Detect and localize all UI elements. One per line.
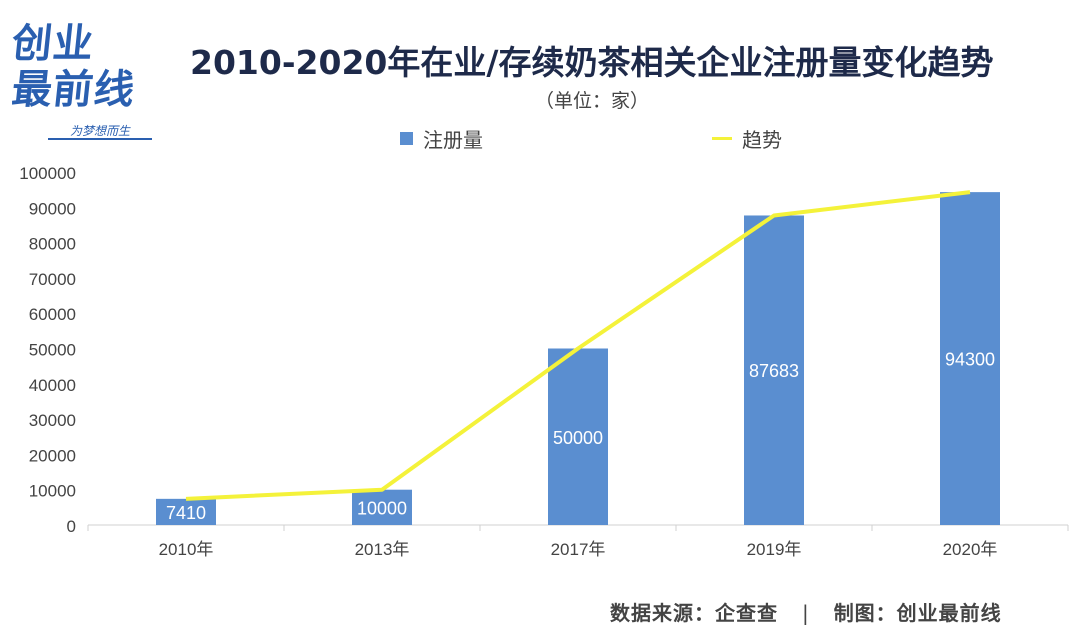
legend-swatch-line	[712, 137, 732, 140]
x-tick-label: 2020年	[943, 540, 998, 559]
bar	[744, 215, 804, 525]
bar	[156, 498, 216, 525]
legend-swatch-bar	[400, 132, 413, 145]
legend-label-registrations: 注册量	[423, 128, 483, 152]
y-tick-label: 40000	[29, 376, 76, 395]
data-label: 50000	[553, 428, 603, 448]
y-tick-label: 0	[67, 517, 76, 536]
chart-subtitle: （单位：家）	[535, 90, 650, 112]
y-tick-label: 60000	[29, 305, 76, 324]
credit-label: 制图：创业最前线	[833, 601, 1002, 625]
chart-legend: 注册量 趋势	[0, 124, 1080, 154]
logo-underline	[48, 138, 152, 140]
y-tick-label: 20000	[29, 446, 76, 465]
legend-item-trend: 趋势	[712, 124, 782, 153]
footer-source: 数据来源：企查查 | 制图：创业最前线	[610, 597, 1002, 626]
bar	[352, 489, 412, 525]
x-tick-label: 2017年	[551, 540, 606, 559]
chart-title: 2010-2020年在业/存续奶茶相关企业注册量变化趋势	[190, 43, 994, 82]
brand-logo: 创业 最前线 为梦想而生	[10, 21, 152, 140]
x-tick-label: 2013年	[355, 540, 410, 559]
data-label: 87683	[749, 361, 799, 381]
x-tick-label: 2010年	[159, 540, 214, 559]
y-tick-label: 80000	[29, 235, 76, 254]
legend-label-trend: 趋势	[742, 128, 782, 152]
trend-line	[185, 190, 971, 501]
data-label: 10000	[357, 498, 407, 518]
legend-item-registrations: 注册量	[400, 124, 483, 153]
y-tick-label: 100000	[19, 164, 76, 183]
data-label: 7410	[166, 503, 206, 523]
y-tick-label: 30000	[29, 411, 76, 430]
bar	[548, 348, 608, 525]
source-label: 数据来源：企查查	[610, 601, 778, 625]
y-tick-label: 50000	[29, 341, 76, 360]
footer-separator: |	[801, 601, 810, 625]
y-tick-label: 10000	[29, 482, 76, 501]
logo-slogan: 为梦想而生	[70, 124, 131, 138]
data-label: 94300	[945, 350, 995, 370]
bar	[940, 192, 1000, 525]
y-tick-label: 90000	[29, 199, 76, 218]
y-tick-label: 70000	[29, 270, 76, 289]
x-tick-label: 2019年	[747, 540, 802, 559]
